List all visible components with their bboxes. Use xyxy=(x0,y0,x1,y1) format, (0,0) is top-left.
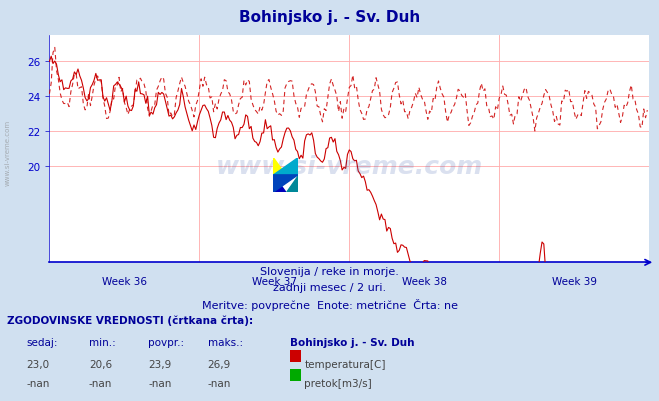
Text: www.si-vreme.com: www.si-vreme.com xyxy=(215,155,483,179)
Text: Slovenija / reke in morje.: Slovenija / reke in morje. xyxy=(260,267,399,277)
Text: temperatura[C]: temperatura[C] xyxy=(304,359,386,369)
Text: -nan: -nan xyxy=(148,378,171,388)
Text: 23,0: 23,0 xyxy=(26,359,49,369)
Text: 26,9: 26,9 xyxy=(208,359,231,369)
Text: sedaj:: sedaj: xyxy=(26,337,58,347)
Text: 20,6: 20,6 xyxy=(89,359,112,369)
Polygon shape xyxy=(273,176,298,192)
Text: Week 39: Week 39 xyxy=(552,277,596,287)
Text: ZGODOVINSKE VREDNOSTI (črtkana črta):: ZGODOVINSKE VREDNOSTI (črtkana črta): xyxy=(7,315,252,325)
Text: Meritve: povprečne  Enote: metrične  Črta: ne: Meritve: povprečne Enote: metrične Črta:… xyxy=(202,299,457,311)
Text: maks.:: maks.: xyxy=(208,337,243,347)
Text: Week 38: Week 38 xyxy=(402,277,447,287)
Text: zadnji mesec / 2 uri.: zadnji mesec / 2 uri. xyxy=(273,283,386,293)
Text: min.:: min.: xyxy=(89,337,116,347)
Text: Bohinjsko j. - Sv. Duh: Bohinjsko j. - Sv. Duh xyxy=(290,337,415,347)
Polygon shape xyxy=(273,158,298,176)
Text: Week 36: Week 36 xyxy=(102,277,147,287)
Polygon shape xyxy=(286,176,298,192)
Text: pretok[m3/s]: pretok[m3/s] xyxy=(304,378,372,388)
Text: Week 37: Week 37 xyxy=(252,277,297,287)
Polygon shape xyxy=(273,176,286,192)
Text: -nan: -nan xyxy=(26,378,49,388)
Polygon shape xyxy=(286,158,298,176)
Text: Bohinjsko j. - Sv. Duh: Bohinjsko j. - Sv. Duh xyxy=(239,10,420,25)
Text: TRENUTNE VREDNOSTI (polna črta):: TRENUTNE VREDNOSTI (polna črta): xyxy=(7,400,218,401)
Text: 23,9: 23,9 xyxy=(148,359,171,369)
Text: -nan: -nan xyxy=(208,378,231,388)
Text: -nan: -nan xyxy=(89,378,112,388)
Text: www.si-vreme.com: www.si-vreme.com xyxy=(5,119,11,185)
Polygon shape xyxy=(273,158,286,176)
Text: povpr.:: povpr.: xyxy=(148,337,185,347)
